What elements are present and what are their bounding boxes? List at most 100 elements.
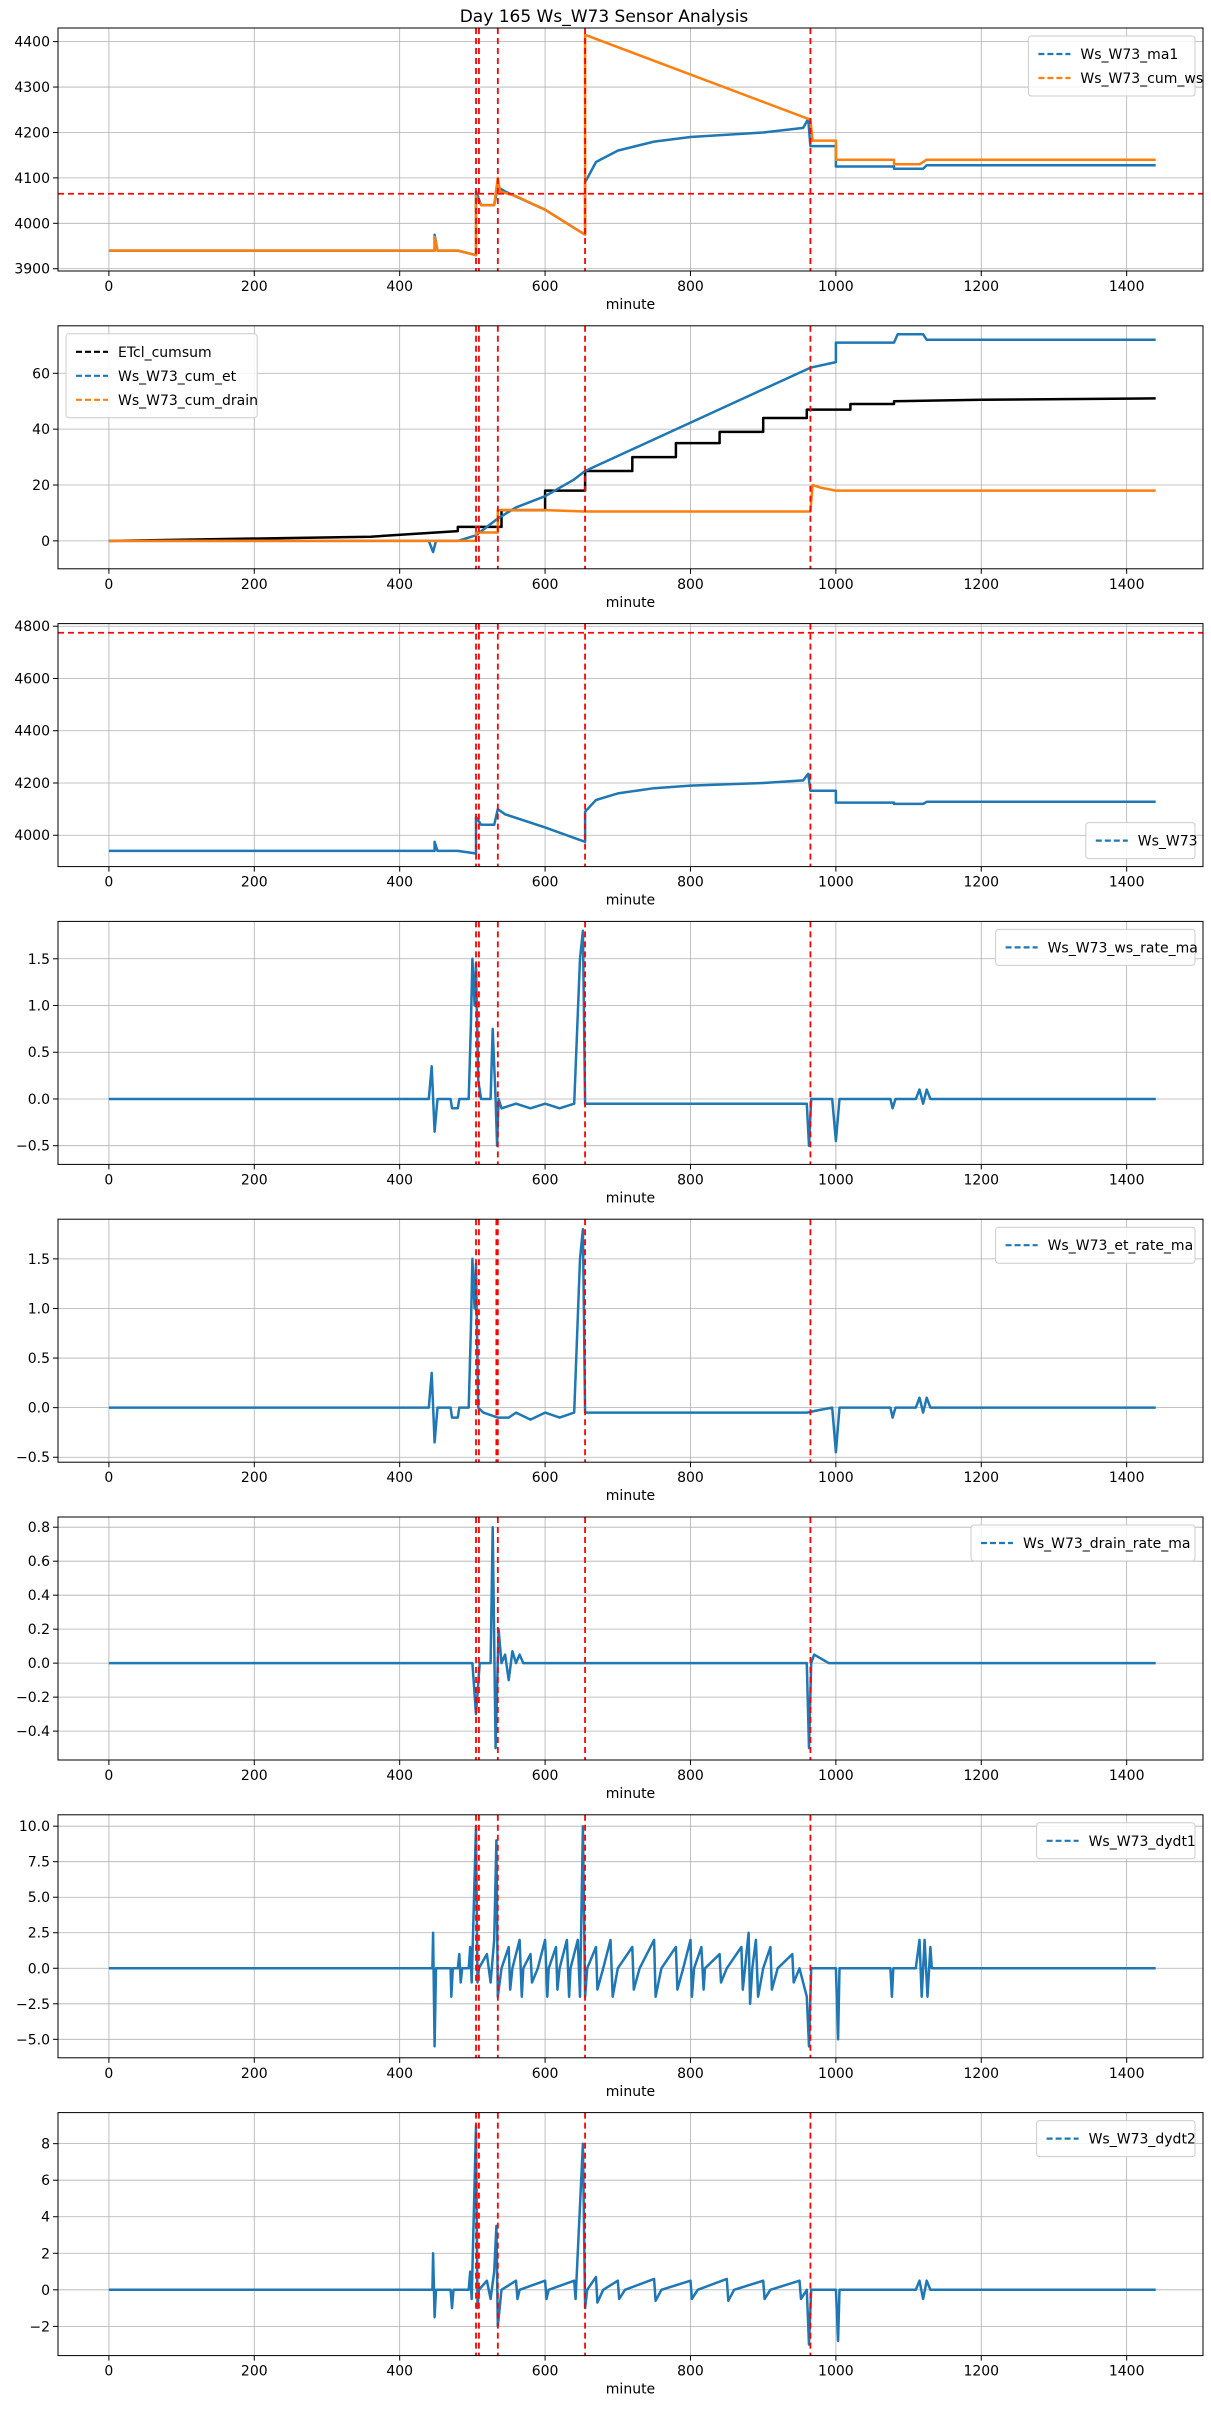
x-tick-label: 1400 bbox=[1109, 577, 1145, 593]
y-tick-label: 0.0 bbox=[28, 1961, 50, 1977]
y-tick-label: 10.0 bbox=[19, 1819, 50, 1835]
y-tick-label: 4100 bbox=[14, 171, 50, 187]
legend: Ws_W73_ws_rate_ma bbox=[995, 928, 1198, 966]
x-axis-label: minute bbox=[606, 1190, 655, 1206]
panel-6: 0 200 400 600 800 1000 1200 1400 −0.4 −0.2 0.0 0.2 0… bbox=[16, 1516, 1204, 1802]
legend-entry: Ws_W73_dydt1 bbox=[1089, 1834, 1196, 1850]
legend-entry: Ws_W73_dydt2 bbox=[1089, 2132, 1196, 2148]
x-tick-label: 1400 bbox=[1109, 1172, 1145, 1188]
x-tick-label: 1000 bbox=[818, 279, 854, 295]
x-tick-label: 600 bbox=[532, 875, 559, 891]
x-tick-label: 1000 bbox=[818, 875, 854, 891]
x-tick-label: 400 bbox=[386, 2066, 413, 2082]
x-tick-label: 800 bbox=[677, 1768, 704, 1784]
y-tick-label: 0.5 bbox=[28, 1045, 50, 1061]
x-tick-label: 600 bbox=[532, 577, 559, 593]
y-tick-label: 4200 bbox=[14, 125, 50, 141]
x-axis-label: minute bbox=[606, 893, 655, 909]
y-tick-label: 4800 bbox=[14, 619, 50, 635]
y-tick-label: 2 bbox=[41, 2246, 50, 2262]
y-tick-label: 0.2 bbox=[28, 1622, 50, 1638]
axes-frame bbox=[57, 1814, 1204, 2059]
x-tick-label: 600 bbox=[532, 1768, 559, 1784]
x-tick-label: 800 bbox=[677, 2364, 704, 2380]
x-tick-label: 1200 bbox=[963, 1470, 999, 1486]
legend-entry: Ws_W73_drain_rate_ma bbox=[1023, 1536, 1190, 1552]
x-axis-label: minute bbox=[606, 1488, 655, 1504]
x-tick-label: 600 bbox=[532, 2066, 559, 2082]
x-tick-label: 1200 bbox=[963, 875, 999, 891]
y-tick-label: 4600 bbox=[14, 671, 50, 687]
y-tick-label: 1.0 bbox=[28, 999, 50, 1015]
y-tick-label: 4300 bbox=[14, 80, 50, 96]
x-tick-label: 1000 bbox=[818, 2066, 854, 2082]
x-tick-label: 1200 bbox=[963, 2364, 999, 2380]
x-tick-label: 800 bbox=[677, 1172, 704, 1188]
x-tick-label: 400 bbox=[386, 279, 413, 295]
y-tick-label: 5.0 bbox=[28, 1890, 50, 1906]
x-tick-label: 200 bbox=[241, 577, 268, 593]
x-tick-label: 1000 bbox=[818, 577, 854, 593]
x-tick-label: 1200 bbox=[963, 1768, 999, 1784]
series-line-3 bbox=[108, 483, 1156, 543]
axes-frame bbox=[57, 2112, 1204, 2357]
y-tick-label: 0.0 bbox=[28, 1092, 50, 1108]
x-tick-label: 0 bbox=[104, 577, 113, 593]
x-tick-label: 0 bbox=[104, 875, 113, 891]
x-tick-label: 1000 bbox=[818, 2364, 854, 2380]
x-tick-label: 800 bbox=[677, 875, 704, 891]
y-tick-label: −0.5 bbox=[16, 1450, 50, 1466]
x-tick-label: 200 bbox=[241, 2066, 268, 2082]
x-axis-label: minute bbox=[606, 297, 655, 313]
y-tick-label: 0.8 bbox=[28, 1520, 50, 1536]
y-tick-label: 0.6 bbox=[28, 1554, 50, 1570]
y-tick-label: 0.4 bbox=[28, 1588, 50, 1604]
x-tick-label: 1400 bbox=[1109, 279, 1145, 295]
x-tick-label: 1200 bbox=[963, 577, 999, 593]
panel-8: 0 200 400 600 800 1000 1200 1400 −2 0 2 4 6 8 minute Ws… bbox=[29, 2112, 1204, 2398]
legend-entry: Ws_W73_ws_rate_ma bbox=[1048, 940, 1198, 956]
x-tick-label: 800 bbox=[677, 279, 704, 295]
y-tick-label: −0.5 bbox=[16, 1139, 50, 1155]
panel-5: 0 200 400 600 800 1000 1200 1400 −0.5 0.0 0.5 1.0 1.… bbox=[16, 1218, 1204, 1504]
series-line-2 bbox=[108, 332, 1156, 554]
series-line-1 bbox=[108, 1824, 1156, 2048]
x-tick-label: 1000 bbox=[818, 1768, 854, 1784]
x-tick-label: 1200 bbox=[963, 279, 999, 295]
y-tick-label: −0.2 bbox=[16, 1690, 50, 1706]
x-tick-label: 400 bbox=[386, 1470, 413, 1486]
x-tick-label: 600 bbox=[532, 279, 559, 295]
y-tick-label: −0.4 bbox=[16, 1724, 50, 1740]
y-tick-label: 60 bbox=[32, 366, 50, 382]
series-line-1 bbox=[108, 1227, 1156, 1454]
y-tick-label: 4 bbox=[41, 2210, 50, 2226]
chart-panels: 0 200 400 600 800 1000 1200 1400390040004100420… bbox=[14, 27, 1204, 2398]
x-tick-label: 0 bbox=[104, 1768, 113, 1784]
legend-entry: Ws_W73_ma1 bbox=[1080, 47, 1178, 63]
x-tick-label: 400 bbox=[386, 577, 413, 593]
axes-frame bbox=[57, 920, 1204, 1165]
series-line-1 bbox=[108, 117, 1156, 257]
x-axis-label: minute bbox=[606, 1786, 655, 1802]
y-tick-label: 20 bbox=[32, 478, 50, 494]
x-tick-label: 1200 bbox=[963, 1172, 999, 1188]
panel-3: 0 200 400 600 800 1000 1200 1400 4000 4200 4400 460… bbox=[14, 619, 1204, 909]
legend: ETcl_cumsum Ws_W73_cum_et Ws_W73_cum_drain bbox=[65, 333, 258, 419]
x-tick-label: 0 bbox=[104, 279, 113, 295]
legend: Ws_W73_drain_rate_ma bbox=[970, 1524, 1196, 1562]
x-tick-label: 0 bbox=[104, 1470, 113, 1486]
x-tick-label: 800 bbox=[677, 577, 704, 593]
x-axis-label: minute bbox=[606, 2084, 655, 2100]
x-tick-label: 1400 bbox=[1109, 1470, 1145, 1486]
y-tick-label: 0.0 bbox=[28, 1656, 50, 1672]
x-tick-label: 200 bbox=[241, 279, 268, 295]
x-tick-label: 400 bbox=[386, 1172, 413, 1188]
y-tick-label: 1.0 bbox=[28, 1301, 50, 1317]
y-tick-label: 6 bbox=[41, 2173, 50, 2189]
y-tick-label: 2.5 bbox=[28, 1926, 50, 1942]
x-tick-label: 1400 bbox=[1109, 2066, 1145, 2082]
series-line-1 bbox=[108, 2124, 1156, 2346]
y-tick-label: −2.5 bbox=[16, 1997, 50, 2013]
x-tick-label: 1200 bbox=[963, 2066, 999, 2082]
y-tick-label: 0 bbox=[41, 534, 50, 550]
